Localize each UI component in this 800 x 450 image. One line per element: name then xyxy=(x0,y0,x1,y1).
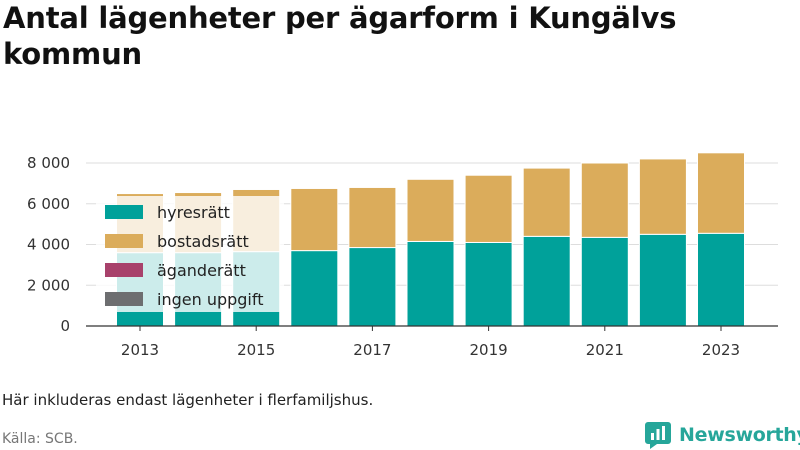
bar-hyresratt-2022 xyxy=(638,233,687,327)
legend-swatch-hyresratt xyxy=(105,205,143,219)
bar-hyresratt-2016 xyxy=(290,250,339,327)
bar-hyresratt-2023 xyxy=(697,232,745,327)
bar-bostadsratt-2023 xyxy=(697,152,745,234)
x-tick-label: 2013 xyxy=(121,341,159,359)
y-tick-label: 2 000 xyxy=(27,276,70,294)
footnote: Här inkluderas endast lägenheter i flerf… xyxy=(2,391,374,409)
x-tick-label: 2017 xyxy=(353,341,391,359)
legend-swatch-bostadsratt xyxy=(105,234,143,248)
legend-swatch-aganderatt xyxy=(105,263,143,277)
bar-bostadsratt-2022 xyxy=(638,158,687,235)
bar-bostadsratt-2017 xyxy=(348,186,397,249)
x-tick-label: 2023 xyxy=(702,341,740,359)
source-text: Källa: SCB. xyxy=(2,431,78,447)
brand-name: Newsworthy xyxy=(679,424,800,446)
bar-bostadsratt-2018 xyxy=(406,178,455,242)
axes: 0 2 000 4 000 6 000 8 000 2013 2015 2017 2019 202… xyxy=(27,154,778,359)
newsworthy-logo: Newsworthy xyxy=(645,420,800,450)
legend-swatch-ingen_uppgift xyxy=(105,292,143,306)
legend-label-ingen_uppgift: ingen uppgift xyxy=(157,290,264,309)
x-tick-label: 2019 xyxy=(470,341,508,359)
bar-bostadsratt-2020 xyxy=(522,167,571,237)
bar-hyresratt-2018 xyxy=(406,240,455,327)
bar-hyresratt-2020 xyxy=(522,235,571,327)
legend-label-hyresratt: hyresrätt xyxy=(157,203,230,222)
x-tick-label: 2015 xyxy=(237,341,275,359)
newsworthy-logo-icon xyxy=(645,422,671,449)
y-tick-label: 0 xyxy=(60,317,70,335)
bar-hyresratt-2017 xyxy=(348,247,397,327)
legend-label-aganderatt: äganderätt xyxy=(157,261,246,280)
y-tick-label: 4 000 xyxy=(27,236,70,254)
bar-bostadsratt-2021 xyxy=(580,162,629,238)
y-tick-label: 6 000 xyxy=(27,195,70,213)
bar-hyresratt-2021 xyxy=(580,236,629,327)
bar-hyresratt-2019 xyxy=(464,241,513,327)
bar-bostadsratt-2019 xyxy=(464,174,513,243)
bar-bostadsratt-2016 xyxy=(290,187,339,252)
legend: hyresrätt bostadsrätt äganderätt ingen uppg… xyxy=(96,196,284,312)
legend-label-bostadsratt: bostadsrätt xyxy=(157,232,249,251)
y-tick-label: 8 000 xyxy=(27,154,70,172)
chart-title: Antal lägenheter per ägarform i Kungälvs… xyxy=(3,1,677,71)
x-tick-label: 2021 xyxy=(586,341,624,359)
